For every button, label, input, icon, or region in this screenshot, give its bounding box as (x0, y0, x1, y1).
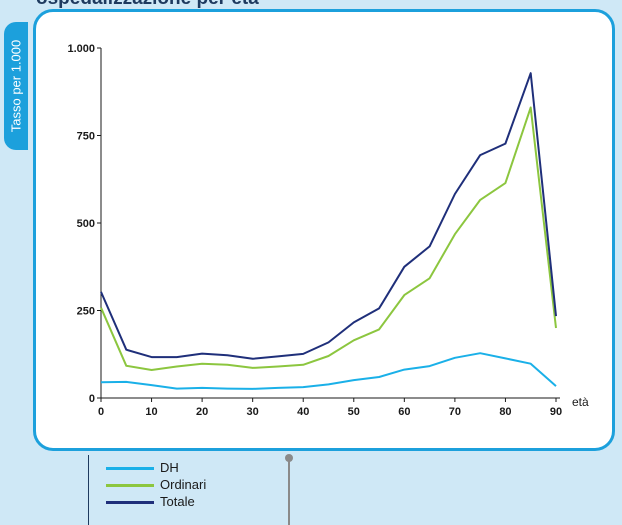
y-tick-label: 750 (77, 131, 95, 143)
legend-label-dh: DH (160, 460, 179, 475)
tick-labels: 0 250 500 750 1.000 0 10 20 30 40 50 60 70 80 90 (67, 43, 562, 418)
x-tick-label: 10 (145, 406, 157, 418)
x-tick-label: 80 (499, 406, 511, 418)
series-line-ordinari (100, 106, 557, 371)
callout-dot (285, 454, 293, 462)
x-tick-label: 0 (98, 406, 104, 418)
x-axis-label: età (572, 395, 589, 409)
x-tick-label: 50 (348, 406, 360, 418)
y-tick-label: 0 (89, 393, 95, 405)
y-axis-label-tab (4, 22, 28, 150)
chart-title: ospedalizzazione per età (36, 0, 259, 10)
legend-swatch-totale (106, 501, 154, 504)
series-line-totale (100, 72, 557, 360)
series-lines (100, 72, 557, 390)
series-line-dh (100, 352, 557, 390)
x-tick-label: 60 (398, 406, 410, 418)
legend-swatch-dh (106, 467, 154, 470)
legend-connector-line (88, 455, 89, 525)
legend-swatch-ordinari (106, 484, 154, 487)
y-tick-label: 1.000 (67, 43, 95, 55)
legend-label-totale: Totale (160, 494, 195, 509)
legend-label-ordinari: Ordinari (160, 477, 207, 492)
y-tick-label: 500 (77, 218, 95, 230)
x-tick-label: 30 (247, 406, 259, 418)
x-tick-label: 40 (297, 406, 309, 418)
axes (97, 47, 560, 402)
callout-connector-line (288, 457, 290, 525)
chart-frame (33, 9, 615, 451)
x-tick-label: 90 (550, 406, 562, 418)
y-tick-label: 250 (77, 306, 95, 318)
x-tick-label: 20 (196, 406, 208, 418)
x-tick-label: 70 (449, 406, 461, 418)
